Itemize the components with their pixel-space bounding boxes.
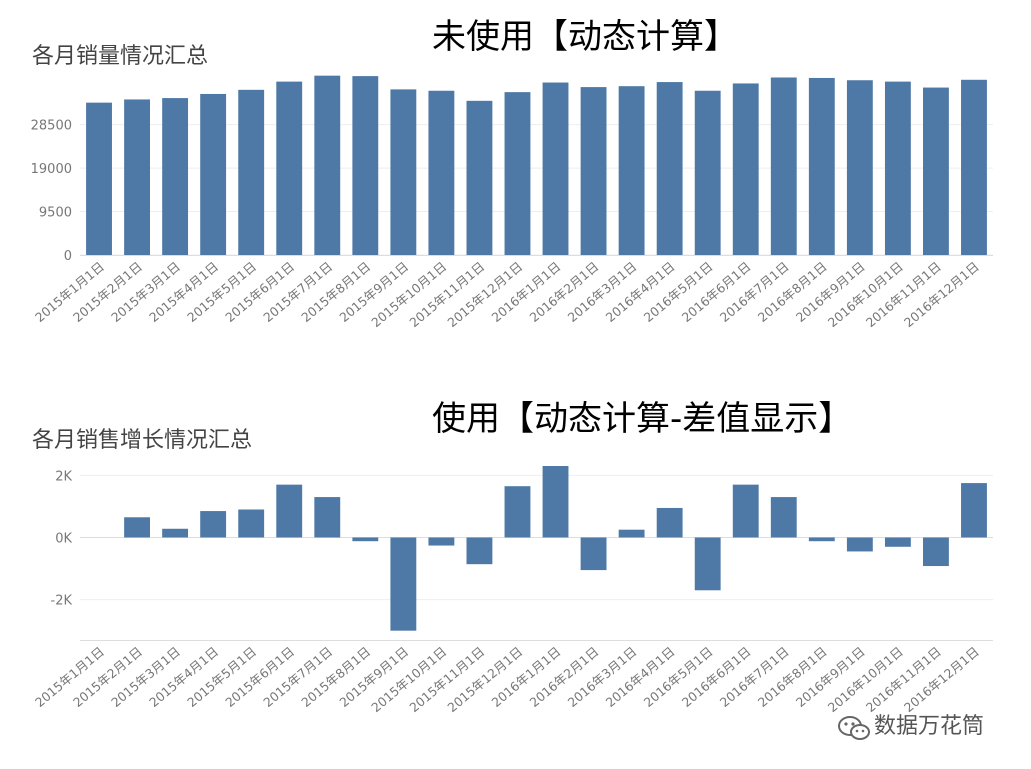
bar[interactable] — [542, 466, 569, 538]
bar[interactable] — [770, 497, 797, 538]
watermark: 数据万花筒 — [838, 714, 984, 740]
bar[interactable] — [846, 80, 873, 255]
bar[interactable] — [466, 100, 493, 255]
bar[interactable] — [124, 517, 150, 538]
y-tick-label: 9500 — [39, 206, 72, 221]
bottom-chart-title: 各月销售增长情况汇总 — [32, 428, 252, 453]
bar[interactable] — [656, 82, 683, 255]
bar[interactable] — [200, 93, 227, 256]
bar[interactable] — [352, 537, 379, 542]
bar[interactable] — [200, 511, 227, 538]
bar[interactable] — [656, 507, 683, 538]
y-tick-label: -2K — [51, 594, 73, 609]
bar[interactable] — [162, 98, 189, 255]
bar[interactable] — [846, 537, 873, 552]
bottom-heading: 使用【动态计算-差值显示】 — [432, 399, 852, 439]
bar[interactable] — [352, 76, 379, 256]
bar[interactable] — [770, 77, 797, 256]
bar[interactable] — [884, 537, 911, 547]
bar[interactable] — [694, 90, 721, 255]
wechat-icon — [838, 716, 870, 740]
y-tick-label: 19000 — [31, 162, 72, 177]
bar[interactable] — [162, 528, 189, 538]
bar[interactable] — [124, 99, 150, 255]
bar[interactable] — [808, 77, 835, 255]
watermark-text: 数据万花筒 — [874, 714, 984, 739]
bar[interactable] — [390, 89, 417, 255]
y-tick-label: 0K — [55, 531, 72, 546]
bar[interactable] — [428, 90, 455, 255]
bar[interactable] — [276, 484, 303, 538]
top-bar-chart: 2850019000950002015年1月1日2015年2月1日2015年3月… — [31, 75, 993, 330]
bar[interactable] — [504, 92, 531, 255]
bar[interactable] — [884, 81, 911, 255]
bar[interactable] — [314, 497, 341, 538]
bar[interactable] — [238, 89, 265, 255]
bar[interactable] — [580, 537, 607, 571]
bar[interactable] — [504, 486, 531, 538]
bar[interactable] — [618, 529, 645, 538]
bar[interactable] — [314, 75, 341, 255]
y-tick-label: 2K — [55, 469, 72, 484]
bar[interactable] — [238, 509, 265, 538]
bar[interactable] — [428, 537, 455, 546]
bar[interactable] — [923, 87, 949, 256]
bar[interactable] — [961, 483, 987, 538]
bar[interactable] — [732, 484, 759, 538]
y-tick-label: 28500 — [31, 119, 72, 134]
y-tick-label: 0 — [64, 249, 72, 264]
bar[interactable] — [390, 537, 417, 631]
bar[interactable] — [542, 82, 569, 256]
top-chart-title: 各月销量情况汇总 — [32, 44, 208, 69]
bar[interactable] — [732, 83, 759, 255]
bar[interactable] — [808, 537, 835, 542]
bottom-bar-chart: 2K0K-2K2015年1月1日2015年2月1日2015年3月1日2015年4… — [32, 466, 993, 715]
bar[interactable] — [276, 81, 303, 255]
bar[interactable] — [923, 537, 949, 567]
bar[interactable] — [694, 537, 721, 591]
bar[interactable] — [618, 86, 645, 256]
top-heading: 未使用【动态计算】 — [432, 17, 738, 57]
bar[interactable] — [961, 79, 987, 255]
bar[interactable] — [580, 87, 607, 255]
bar[interactable] — [466, 537, 493, 565]
bar[interactable] — [86, 102, 112, 255]
